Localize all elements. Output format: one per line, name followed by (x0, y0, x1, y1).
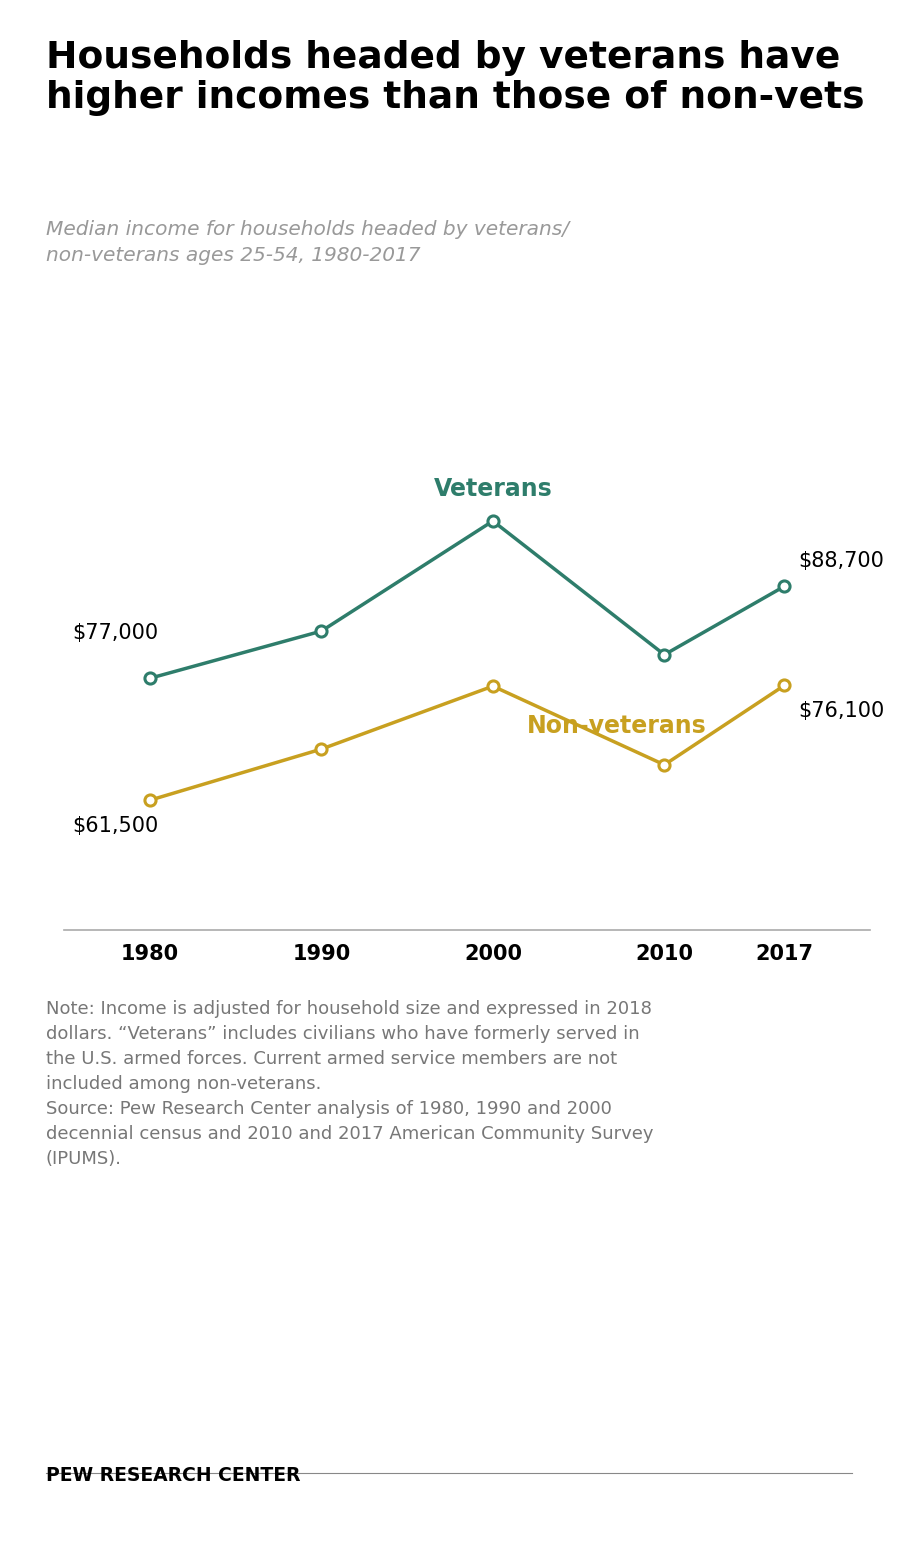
Text: Median income for households headed by veterans/
non-veterans ages 25-54, 1980-2: Median income for households headed by v… (46, 220, 569, 265)
Text: Veterans: Veterans (433, 477, 552, 501)
Text: $77,000: $77,000 (72, 623, 158, 643)
Text: $88,700: $88,700 (798, 550, 884, 570)
Text: Non-veterans: Non-veterans (528, 713, 707, 738)
Text: $76,100: $76,100 (798, 701, 885, 721)
Text: PEW RESEARCH CENTER: PEW RESEARCH CENTER (46, 1466, 300, 1485)
Text: Note: Income is adjusted for household size and expressed in 2018
dollars. “Vete: Note: Income is adjusted for household s… (46, 1000, 653, 1167)
Text: $61,500: $61,500 (72, 815, 159, 835)
Text: Households headed by veterans have
higher incomes than those of non-vets: Households headed by veterans have highe… (46, 40, 865, 116)
